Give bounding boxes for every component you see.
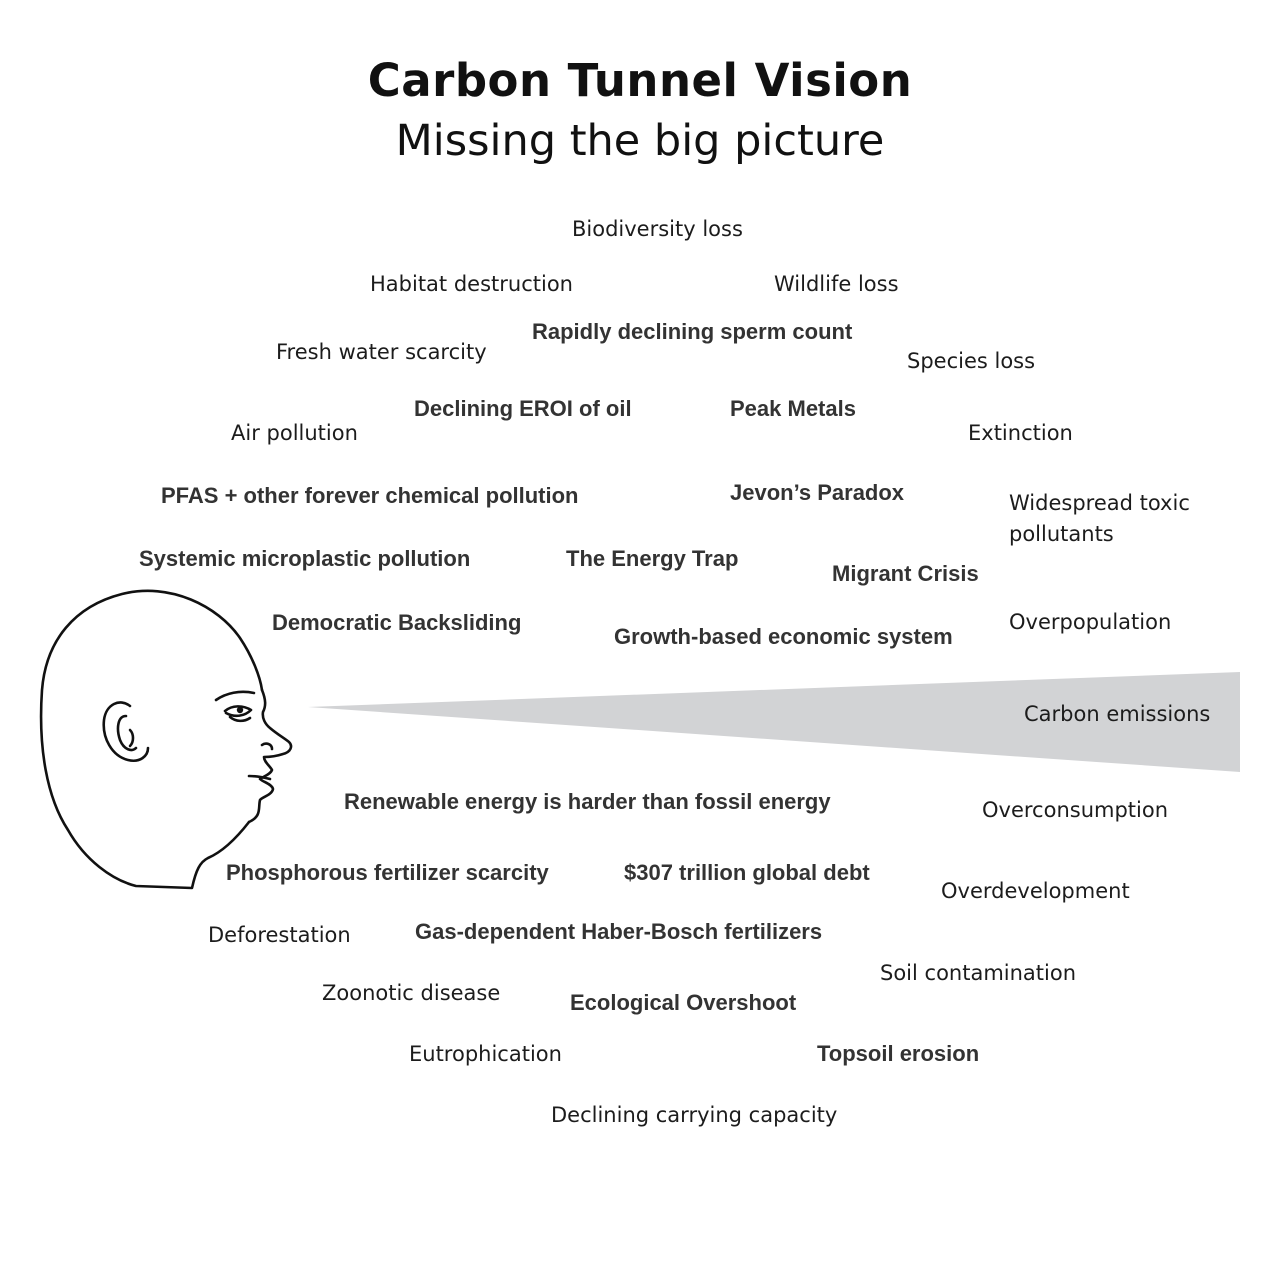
eyebrow — [214, 690, 256, 702]
issue-label: Renewable energy is harder than fossil e… — [344, 789, 831, 814]
focus-label: Carbon emissions — [1024, 702, 1211, 726]
issue-label: Declining EROI of oil — [414, 396, 632, 421]
issue-label: Eutrophication — [409, 1042, 562, 1066]
vision-cone-shape — [308, 672, 1240, 772]
issue-label: Overconsumption — [982, 798, 1169, 822]
issue-label: Democratic Backsliding — [272, 610, 522, 635]
issue-label: Gas-dependent Haber-Bosch fertilizers — [415, 919, 823, 944]
issue-label: Soil contamination — [880, 961, 1077, 985]
ear-outline — [102, 701, 150, 762]
face-profile — [247, 688, 293, 824]
issue-label: Overpopulation — [1009, 610, 1172, 634]
issue-label: Habitat destruction — [370, 272, 573, 296]
issue-label: Declining carrying capacity — [551, 1103, 838, 1127]
issue-label: Air pollution — [231, 421, 358, 445]
head-outline — [39, 589, 264, 890]
diagram-title: Carbon Tunnel Vision — [367, 54, 913, 107]
issue-label: Rapidly declining sperm count — [532, 319, 853, 344]
issue-label: Extinction — [968, 421, 1073, 445]
issue-label: Zoonotic disease — [322, 981, 501, 1005]
issue-label: $307 trillion global debt — [624, 860, 870, 885]
issue-label: The Energy Trap — [566, 546, 739, 571]
issue-label: Overdevelopment — [941, 879, 1130, 903]
issue-label: Phosphorous fertilizer scarcity — [226, 860, 549, 885]
issue-label: Growth-based economic system — [614, 624, 953, 649]
issue-label: Biodiversity loss — [572, 217, 743, 241]
issue-label: Systemic microplastic pollution — [139, 546, 471, 571]
issue-label: pollutants — [1009, 522, 1114, 546]
issue-label: Wildlife loss — [774, 272, 899, 296]
issue-label: Topsoil erosion — [817, 1041, 980, 1066]
issue-label: Deforestation — [208, 923, 351, 947]
head-profile-illustration — [39, 589, 293, 890]
eye-outline — [223, 705, 253, 718]
issue-label: Fresh water scarcity — [276, 340, 487, 364]
issue-label: Ecological Overshoot — [570, 990, 797, 1015]
issue-label: Peak Metals — [730, 396, 856, 421]
diagram-subtitle: Missing the big picture — [395, 116, 885, 166]
issue-label: Migrant Crisis — [832, 561, 979, 586]
issue-label: Widespread toxic — [1009, 491, 1190, 515]
issue-label: Species loss — [907, 349, 1036, 373]
issue-label: Jevon’s Paradox — [730, 480, 905, 505]
issue-label: PFAS + other forever chemical pollution — [161, 483, 579, 508]
